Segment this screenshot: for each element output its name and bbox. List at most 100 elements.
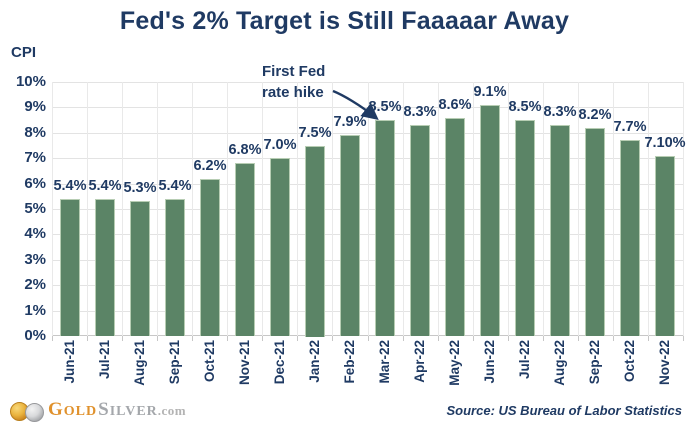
x-tick — [192, 336, 193, 341]
gridline-h — [52, 82, 683, 83]
gridline-h — [52, 311, 683, 312]
x-axis-label-Jul-21: Jul-21 — [97, 340, 112, 380]
bar-Jul-21 — [95, 199, 115, 336]
y-axis-label: 6% — [24, 175, 46, 192]
x-tick — [297, 336, 298, 341]
x-tick — [683, 336, 684, 341]
bar-Aug-22 — [550, 125, 570, 336]
bar-Sep-21 — [165, 199, 185, 336]
logo-word-gold: GOLD — [48, 399, 98, 420]
bar-Nov-21 — [235, 163, 255, 336]
annotation-line-2: rate hike — [262, 84, 324, 101]
bar-Jan-22 — [305, 146, 325, 337]
bar-value-label: 6.8% — [228, 142, 262, 158]
x-axis-label-Oct-21: Oct-21 — [202, 340, 217, 383]
gridline-h — [52, 234, 683, 235]
bar-Jun-22 — [480, 105, 500, 336]
bar-Jun-21 — [60, 199, 80, 336]
y-axis-label: 1% — [24, 302, 46, 319]
annotation-line-1: First Fed — [262, 63, 326, 80]
gridline-v — [683, 82, 684, 336]
x-tick — [438, 336, 439, 341]
gridline-v — [578, 82, 579, 336]
gridline-v — [613, 82, 614, 336]
x-tick — [578, 336, 579, 341]
gridline-h — [52, 335, 683, 336]
x-tick — [508, 336, 509, 341]
coins-icon — [10, 401, 48, 423]
x-tick — [227, 336, 228, 341]
logo-tld: .com — [157, 403, 187, 418]
x-axis-label-Nov-22: Nov-22 — [657, 340, 672, 386]
bar-value-label: 8.3% — [403, 104, 437, 120]
gridline-v — [227, 82, 228, 336]
gridline-h — [52, 133, 683, 134]
x-axis-label-Aug-22: Aug-22 — [552, 340, 567, 386]
gridline-v — [648, 82, 649, 336]
bar-value-label: 5.4% — [53, 178, 87, 194]
y-axis-label: 0% — [24, 327, 46, 344]
y-axis-label: 9% — [24, 98, 46, 115]
x-tick — [157, 336, 158, 341]
gridline-v — [368, 82, 369, 336]
x-axis-label-Sep-22: Sep-22 — [587, 340, 602, 385]
x-axis-label-Apr-22: Apr-22 — [412, 340, 427, 383]
x-axis-label-Dec-21: Dec-21 — [272, 340, 287, 385]
gridline-v — [508, 82, 509, 336]
gridline-h — [52, 184, 683, 185]
gridline-v — [438, 82, 439, 336]
bar-value-label: 8.5% — [508, 99, 542, 115]
y-axis-label: 8% — [24, 124, 46, 141]
x-tick — [262, 336, 263, 341]
goldsilver-logo: GOLDSILVER.com — [10, 399, 186, 425]
x-axis-label-Jun-21: Jun-21 — [62, 340, 77, 384]
x-tick — [122, 336, 123, 341]
gridline-v — [122, 82, 123, 336]
gridline-v — [403, 82, 404, 336]
gridline-v — [87, 82, 88, 336]
y-axis-label: 3% — [24, 251, 46, 268]
bar-Oct-22 — [620, 140, 640, 336]
annotation-first-fed-rate-hike: First Fed rate hike — [262, 61, 325, 103]
x-axis-label-May-22: May-22 — [447, 340, 462, 386]
bar-value-label: 6.2% — [193, 158, 227, 174]
bar-May-22 — [445, 118, 465, 336]
gridline-v — [332, 82, 333, 336]
silver-coin-icon — [25, 403, 44, 422]
bar-Feb-22 — [340, 135, 360, 336]
gridline-v — [157, 82, 158, 336]
x-tick — [403, 336, 404, 341]
bar-value-label: 7.7% — [613, 119, 647, 135]
bar-value-label: 8.2% — [578, 107, 612, 123]
gridline-v — [192, 82, 193, 336]
bar-Sep-22 — [585, 128, 605, 336]
logo-word-silver: SILVER — [98, 399, 158, 420]
x-axis-label-Jun-22: Jun-22 — [482, 340, 497, 384]
bar-Aug-21 — [130, 201, 150, 336]
x-axis-label-Mar-22: Mar-22 — [377, 340, 392, 384]
bar-value-label: 8.6% — [438, 97, 472, 113]
y-axis-label: 10% — [15, 73, 46, 90]
gridline-h — [52, 158, 683, 159]
bar-value-label: 7.10% — [644, 135, 686, 151]
gridline-h — [52, 285, 683, 286]
bar-Nov-22 — [655, 156, 675, 336]
y-axis-title: CPI — [11, 44, 37, 61]
bar-value-label: 8.3% — [543, 104, 577, 120]
x-tick — [473, 336, 474, 341]
x-axis-label-Feb-22: Feb-22 — [342, 340, 357, 384]
gridline-h — [52, 260, 683, 261]
x-tick — [52, 336, 53, 341]
gridline-v — [262, 82, 263, 336]
x-axis-label-Nov-21: Nov-21 — [237, 340, 252, 386]
bar-Dec-21 — [270, 158, 290, 336]
gridline-v — [473, 82, 474, 336]
gridline-v — [297, 82, 298, 336]
x-axis-label-Oct-22: Oct-22 — [622, 340, 637, 383]
x-axis-label-Jan-22: Jan-22 — [307, 340, 322, 383]
source-credit: Source: US Bureau of Labor Statistics — [446, 403, 683, 418]
plot-area: 5.4% 5.4% 5.3% 5.4% 6.2% 6.8% 7.0% 7.5% 7.9% 8.5%… — [52, 82, 686, 337]
gridline-v — [543, 82, 544, 336]
gridline-v — [52, 82, 53, 336]
